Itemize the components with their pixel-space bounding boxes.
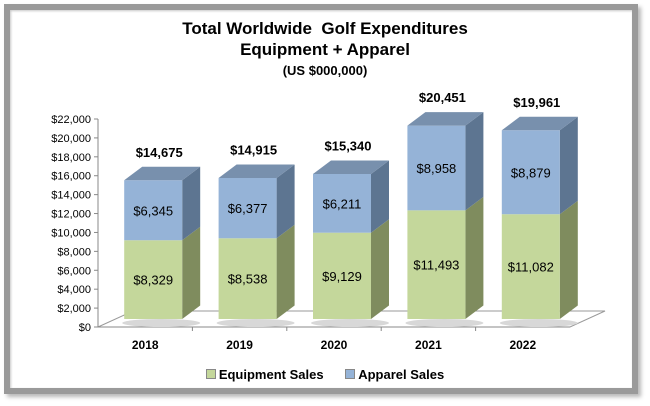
total-label: $15,340	[325, 138, 372, 153]
bar-top	[124, 166, 201, 181]
bar-equipment	[218, 238, 277, 319]
total-label: $14,915	[230, 142, 277, 157]
bar-equipment	[313, 232, 371, 319]
y-tick-label: $14,000	[51, 190, 91, 202]
data-label-apparel: $8,958	[417, 161, 457, 176]
bar-shadow	[405, 319, 484, 327]
y-tick-label: $18,000	[51, 152, 91, 164]
bar-side-equipment	[182, 226, 201, 319]
legend-item-apparel: Apparel Sales	[345, 367, 444, 382]
total-label: $20,451	[419, 90, 466, 105]
bar-side-equipment	[465, 196, 484, 319]
x-tick-label: 2021	[415, 338, 442, 352]
bar-shadow	[122, 319, 201, 327]
chart-subtitle: Equipment + Apparel	[240, 40, 410, 59]
bar-equipment	[501, 214, 560, 319]
bar-apparel	[407, 125, 466, 211]
bar-side-apparel	[465, 112, 484, 211]
legend-label-apparel: Apparel Sales	[358, 367, 445, 382]
legend: Equipment Sales Apparel Sales	[0, 367, 650, 382]
bar-top	[313, 160, 389, 174]
bar-side-equipment	[276, 224, 295, 319]
data-label-apparel: $8,879	[511, 165, 551, 180]
bar-shadow	[311, 319, 389, 327]
y-tick-label: $22,000	[51, 114, 91, 126]
x-tick-label: 2018	[132, 338, 159, 352]
y-tick-label: $10,000	[51, 227, 91, 239]
bar-side-apparel	[182, 166, 201, 241]
total-label: $19,961	[513, 95, 560, 110]
data-label-equipment: $11,082	[508, 260, 554, 275]
chart-units: (US $000,000)	[282, 63, 368, 78]
bar-shadow	[216, 319, 295, 327]
bar-top	[407, 112, 484, 126]
x-tick-label: 2020	[321, 338, 348, 352]
y-tick-label: $8,000	[57, 246, 91, 258]
legend-label-equipment: Equipment Sales	[218, 367, 324, 382]
data-label-apparel: $6,377	[228, 201, 268, 216]
bar-equipment	[124, 240, 183, 319]
bar-side-equipment	[371, 219, 389, 319]
bar-top	[501, 116, 578, 131]
legend-item-equipment: Equipment Sales	[205, 367, 324, 382]
bar-side-apparel	[371, 160, 389, 233]
bar-shadow	[499, 319, 578, 327]
bar-apparel	[124, 180, 183, 241]
bar-side-apparel	[276, 164, 295, 239]
chart-title: Total Worldwide Golf Expenditures	[182, 19, 468, 38]
legend-swatch-apparel	[345, 369, 356, 379]
bar-side-equipment	[559, 200, 578, 319]
bar-apparel	[313, 173, 371, 233]
data-label-apparel: $6,211	[323, 196, 362, 211]
y-tick-label: $16,000	[51, 171, 91, 183]
total-label: $14,675	[136, 145, 183, 160]
y-tick-label: $20,000	[51, 133, 91, 145]
y-tick-label: $4,000	[57, 284, 91, 296]
data-label-apparel: $6,345	[133, 203, 173, 218]
y-tick-label: $12,000	[51, 209, 91, 221]
bar-apparel	[501, 130, 560, 215]
x-tick-label: 2022	[509, 338, 536, 352]
bar-apparel	[218, 177, 277, 239]
bar-side-apparel	[559, 116, 578, 215]
data-label-equipment: $8,329	[133, 273, 173, 288]
legend-swatch-equipment	[205, 369, 216, 379]
y-tick-label: $0	[79, 322, 91, 334]
bar-equipment	[407, 210, 466, 319]
data-label-equipment: $9,129	[322, 269, 362, 284]
data-label-equipment: $11,493	[413, 258, 459, 273]
y-tick-label: $2,000	[57, 303, 91, 315]
y-tick-label: $6,000	[57, 265, 91, 277]
data-label-equipment: $8,538	[228, 272, 268, 287]
x-tick-label: 2019	[226, 338, 253, 352]
bar-top	[218, 164, 295, 178]
